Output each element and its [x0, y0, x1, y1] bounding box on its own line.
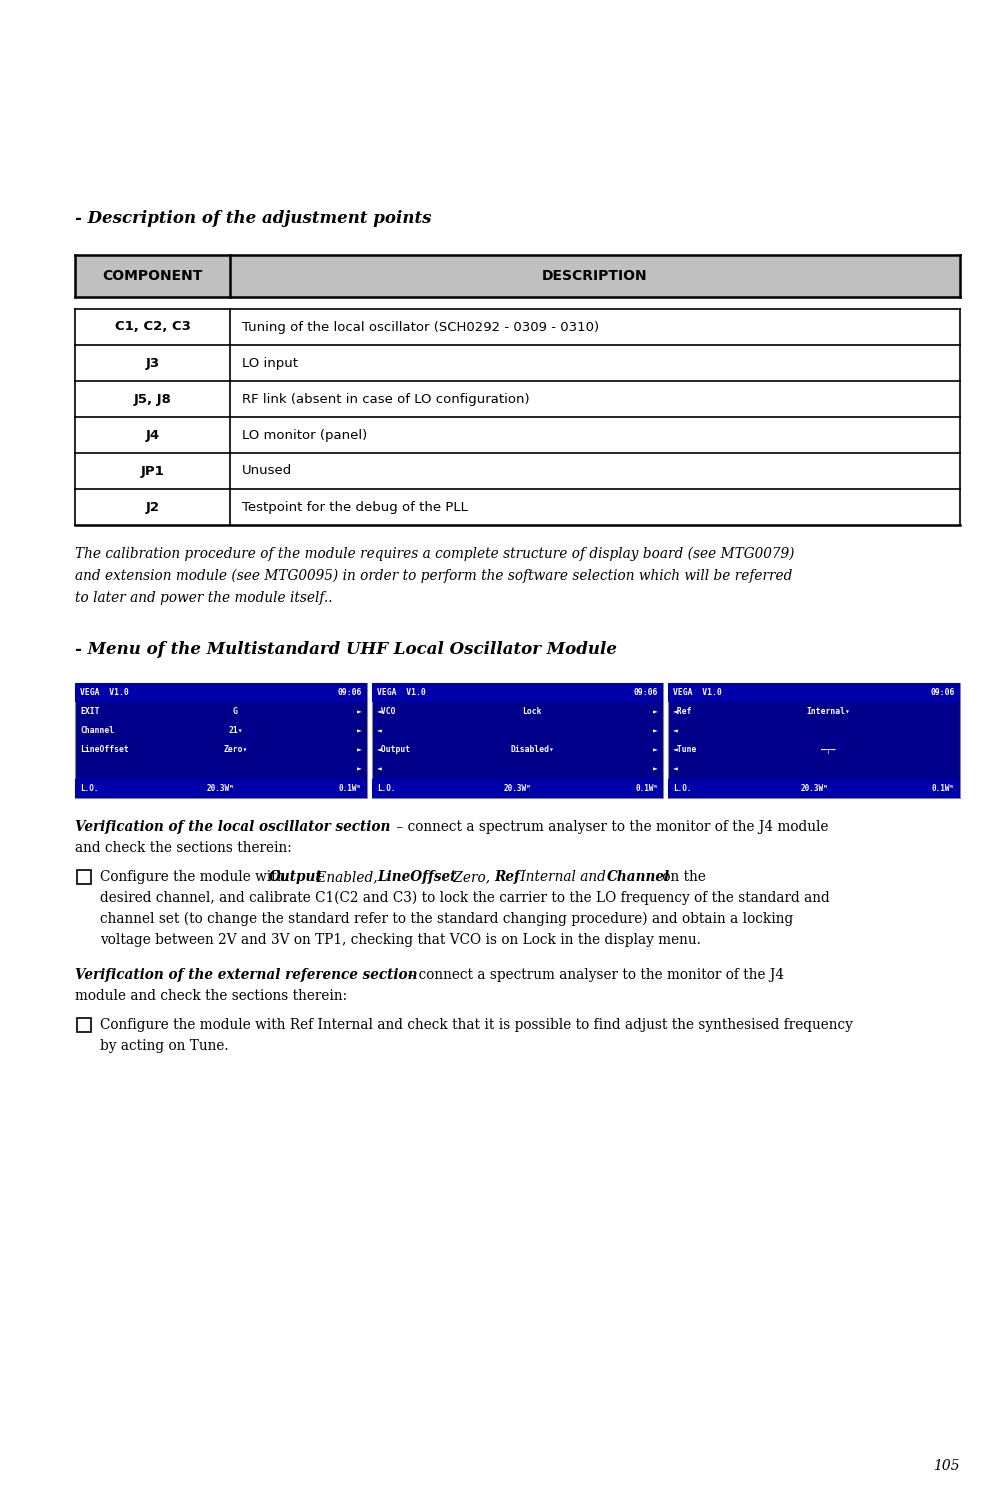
Text: module and check the sections therein:: module and check the sections therein:	[75, 989, 347, 1003]
Text: 20.3Wᴹ: 20.3Wᴹ	[504, 785, 532, 794]
Text: Configure the module with Ref Internal and check that it is possible to find adj: Configure the module with Ref Internal a…	[100, 1018, 853, 1033]
Bar	[668, 682, 960, 702]
Text: Channel: Channel	[607, 870, 670, 884]
Text: ◄VCO: ◄VCO	[377, 706, 396, 715]
Text: ◄Output: ◄Output	[377, 745, 411, 755]
Text: COMPONENT: COMPONENT	[103, 269, 203, 283]
Text: VEGA  V1.0: VEGA V1.0	[80, 688, 129, 697]
Text: 0.1Wᴿ: 0.1Wᴿ	[339, 785, 362, 794]
Text: 20.3Wᴹ: 20.3Wᴹ	[800, 785, 828, 794]
Text: – connect a spectrum analyser to the monitor of the J4: – connect a spectrum analyser to the mon…	[403, 968, 784, 981]
Text: Output: Output	[269, 870, 323, 884]
Text: - Menu of the Multistandard UHF Local Oscillator Module: - Menu of the Multistandard UHF Local Os…	[75, 640, 617, 658]
Bar	[77, 870, 91, 884]
Bar	[668, 779, 960, 798]
Bar	[668, 682, 960, 798]
Text: ◄: ◄	[673, 726, 678, 735]
Text: ►: ►	[653, 706, 658, 715]
Bar	[75, 682, 367, 798]
Bar	[372, 779, 663, 798]
Text: ◄: ◄	[377, 765, 382, 774]
Text: ◄: ◄	[377, 726, 382, 735]
Text: LineOffset: LineOffset	[377, 870, 456, 884]
Text: Internal and: Internal and	[517, 870, 611, 884]
Text: L.O.: L.O.	[80, 785, 98, 794]
Text: 105: 105	[934, 1459, 960, 1473]
Bar	[372, 682, 663, 798]
Text: DESCRIPTION: DESCRIPTION	[542, 269, 648, 283]
Text: G: G	[233, 706, 238, 715]
Text: ►: ►	[357, 765, 362, 774]
Text: Configure the module with: Configure the module with	[100, 870, 289, 884]
Text: 20.3Wᴹ: 20.3Wᴹ	[207, 785, 235, 794]
Text: – connect a spectrum analyser to the monitor of the J4 module: – connect a spectrum analyser to the mon…	[392, 821, 828, 834]
Text: Unused: Unused	[242, 464, 292, 478]
Text: ◄Tune: ◄Tune	[673, 745, 697, 755]
Text: Channel: Channel	[80, 726, 115, 735]
Text: Verification of the local oscillator section: Verification of the local oscillator sec…	[75, 821, 390, 834]
Bar	[75, 779, 367, 798]
Text: ►: ►	[653, 765, 658, 774]
Text: Lock: Lock	[523, 706, 542, 715]
Text: 0.1Wᴿ: 0.1Wᴿ	[635, 785, 658, 794]
Text: and extension module (see MTG0095) in order to perform the software selection wh: and extension module (see MTG0095) in or…	[75, 570, 792, 583]
Text: Zero▾: Zero▾	[223, 745, 247, 755]
Text: The calibration procedure of the module requires a complete structure of display: The calibration procedure of the module …	[75, 547, 795, 562]
Text: L.O.: L.O.	[377, 785, 395, 794]
Text: L.O.: L.O.	[673, 785, 691, 794]
Text: 09:06: 09:06	[931, 688, 955, 697]
Text: J5, J8: J5, J8	[134, 392, 172, 406]
Text: and check the sections therein:: and check the sections therein:	[75, 842, 291, 855]
Text: by acting on Tune.: by acting on Tune.	[100, 1039, 228, 1054]
Text: JP1: JP1	[141, 464, 165, 478]
Text: desired channel, and calibrate C1(C2 and C3) to lock the carrier to the LO frequ: desired channel, and calibrate C1(C2 and…	[100, 891, 830, 905]
Text: —┬—: —┬—	[821, 745, 836, 755]
Text: channel set (to change the standard refer to the standard changing procedure) an: channel set (to change the standard refe…	[100, 912, 793, 926]
Text: Testpoint for the debug of the PLL: Testpoint for the debug of the PLL	[242, 500, 468, 514]
Text: ◄: ◄	[673, 765, 678, 774]
Text: VEGA  V1.0: VEGA V1.0	[377, 688, 425, 697]
Text: 09:06: 09:06	[634, 688, 658, 697]
Text: LO monitor (panel): LO monitor (panel)	[242, 428, 367, 442]
Bar	[75, 256, 960, 298]
Text: ►: ►	[357, 745, 362, 755]
Text: ◄Ref: ◄Ref	[673, 706, 692, 715]
Text: 0.1Wᴿ: 0.1Wᴿ	[932, 785, 955, 794]
Text: Internal▾: Internal▾	[807, 706, 850, 715]
Text: voltage between 2V and 3V on TP1, checking that VCO is on Lock in the display me: voltage between 2V and 3V on TP1, checki…	[100, 933, 700, 947]
Text: Ref: Ref	[494, 870, 521, 884]
Text: 09:06: 09:06	[338, 688, 362, 697]
Bar	[77, 1018, 91, 1033]
Text: Disabled▾: Disabled▾	[511, 745, 554, 755]
Text: LO input: LO input	[242, 356, 298, 370]
Text: LineOffset: LineOffset	[80, 745, 129, 755]
Text: ►: ►	[357, 706, 362, 715]
Text: Zero,: Zero,	[449, 870, 494, 884]
Text: EXIT: EXIT	[80, 706, 99, 715]
Text: RF link (absent in case of LO configuration): RF link (absent in case of LO configurat…	[242, 392, 530, 406]
Text: J3: J3	[146, 356, 160, 370]
Bar	[372, 682, 663, 702]
Text: Verification of the external reference section: Verification of the external reference s…	[75, 968, 417, 981]
Bar	[75, 682, 367, 702]
Text: J2: J2	[146, 500, 160, 514]
Text: Tuning of the local oscillator (SCH0292 - 0309 - 0310): Tuning of the local oscillator (SCH0292 …	[242, 320, 599, 334]
Text: to later and power the module itself..: to later and power the module itself..	[75, 591, 333, 606]
Text: Enabled,: Enabled,	[313, 870, 382, 884]
Text: ►: ►	[357, 726, 362, 735]
Text: ►: ►	[653, 726, 658, 735]
Text: ►: ►	[653, 745, 658, 755]
Text: C1, C2, C3: C1, C2, C3	[115, 320, 190, 334]
Text: on the: on the	[657, 870, 706, 884]
Text: VEGA  V1.0: VEGA V1.0	[673, 688, 722, 697]
Text: - Description of the adjustment points: - Description of the adjustment points	[75, 210, 431, 227]
Text: 21▾: 21▾	[228, 726, 243, 735]
Text: J4: J4	[146, 428, 160, 442]
